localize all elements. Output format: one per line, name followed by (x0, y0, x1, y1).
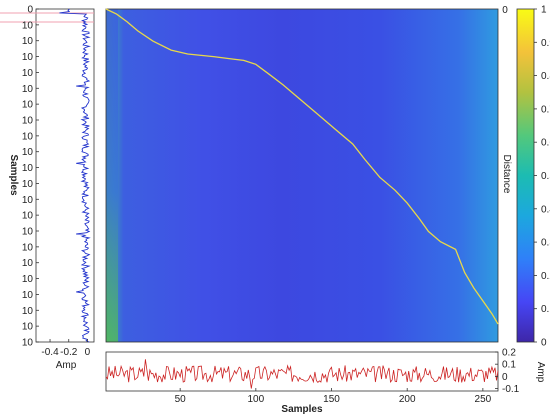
query-y-tick-label: 0 (27, 5, 33, 16)
query-signal-frame (35, 8, 95, 343)
query-y-tick-label: 10 (22, 274, 34, 285)
colorbar-tick-label: 0.6 (541, 138, 550, 149)
query-x-ticks: -0.4 -0.2 0 (41, 339, 91, 358)
query-signal-line (59, 8, 91, 343)
colorbar-tick-label: 0 (541, 338, 547, 349)
reference-x-label: Samples (281, 404, 323, 415)
reference-y-ticks: 0.20.10-0.1 (495, 348, 520, 395)
query-y-tick-label: 10 (22, 306, 34, 317)
query-y-tick-label: 10 (22, 116, 34, 127)
query-y-ticks: 0 10 10 10 10 10 10 10 10 10 10 10 10 10 10 10 10 10 10 10 1… (22, 5, 39, 349)
colorbar-tick-label: 0.4 (541, 204, 550, 215)
colorbar-label: Distance (501, 155, 512, 194)
query-y-tick-label: 10 (22, 242, 34, 253)
query-y-tick-label: 10 (22, 84, 34, 95)
query-signal-panel: 0 10 10 10 10 10 10 10 10 10 10 10 10 10 10 10 10 10 10 10 1… (0, 5, 95, 371)
reference-x-tick-label: 100 (247, 394, 264, 405)
query-y-tick-label: 10 (22, 290, 34, 301)
query-y-tick-label: 10 (22, 163, 34, 174)
query-y-tick-label: 10 (22, 258, 34, 269)
heatmap-left-band (106, 9, 118, 342)
reference-x-ticks: 50 100 150 200 250 (175, 388, 492, 405)
heatmap-image (106, 9, 498, 342)
reference-y-tick-label: -0.1 (502, 384, 520, 395)
colorbar-ticks: 0 0.1 0.2 0.3 0.4 0.5 0.6 0.7 0.8 0.9 1 (534, 5, 550, 349)
colorbar-tick-label: 0.3 (541, 238, 550, 249)
reference-x-tick-label: 200 (399, 394, 416, 405)
heatmap-zero-label: 0 (502, 5, 508, 16)
reference-x-tick-label: 150 (323, 394, 340, 405)
colorbar-image (517, 9, 534, 342)
query-x-label: Amp (56, 360, 77, 371)
colorbar-tick-label: 0.5 (541, 171, 550, 182)
query-y-tick-label: 10 (22, 100, 34, 111)
query-x-tick-label: -0.2 (60, 347, 78, 358)
heatmap-frame (105, 8, 499, 343)
reference-x-tick-label: 50 (175, 394, 187, 405)
reference-y-tick-label: 0.1 (502, 360, 516, 371)
query-y-tick-label: 10 (22, 211, 34, 222)
colorbar: 0 0.1 0.2 0.3 0.4 0.5 0.6 0.7 0.8 0.9 1 0 Distance (501, 5, 550, 349)
reference-signal-line (105, 359, 499, 389)
reference-signal-panel: 50 100 150 200 250 0.20.10-0.1 Samples Amp (105, 348, 546, 415)
query-y-tick-label: 10 (22, 52, 34, 63)
reference-y-tick-label: 0 (502, 372, 508, 383)
heatmap-panel (105, 8, 499, 343)
alignment-path (105, 8, 499, 325)
colorbar-tick-label: 1 (541, 5, 547, 16)
colorbar-tick-label: 0.8 (541, 71, 550, 82)
query-y-label: Samples (8, 154, 19, 196)
query-y-tick-label: 10 (22, 195, 34, 206)
query-x-tick-label: 0 (85, 347, 91, 358)
query-y-tick-label: 10 (22, 68, 34, 79)
query-y-tick-label: 10 (22, 20, 34, 31)
query-y-tick-label: 10 (22, 227, 34, 238)
reference-y-label: Amp (535, 362, 546, 383)
colorbar-tick-label: 0.2 (541, 271, 550, 282)
query-y-tick-label: 10 (22, 147, 34, 158)
reference-y-tick-label: 0.2 (502, 348, 516, 359)
query-y-tick-label: 10 (22, 131, 34, 142)
reference-x-tick-label: 250 (475, 394, 492, 405)
colorbar-tick-label: 0.1 (541, 304, 550, 315)
query-y-tick-label: 10 (22, 338, 34, 349)
colorbar-tick-label: 0.9 (541, 38, 550, 49)
colorbar-tick-label: 0.7 (541, 104, 550, 115)
query-y-tick-label: 10 (22, 322, 34, 333)
query-y-tick-label: 10 (22, 36, 34, 47)
reference-signal-frame (105, 351, 499, 392)
query-y-tick-label: 10 (22, 179, 34, 190)
query-x-tick-label: -0.4 (41, 347, 59, 358)
